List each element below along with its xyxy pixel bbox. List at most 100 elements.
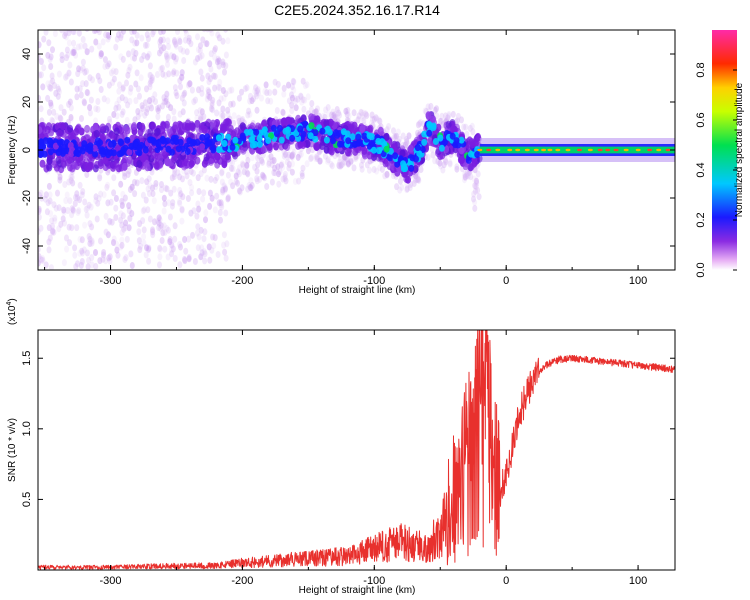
noise-cell (309, 154, 315, 162)
noise-cell (63, 197, 69, 205)
noise-cell (157, 261, 162, 269)
ridge-cell (375, 137, 382, 145)
noise-cell (157, 38, 163, 46)
noise-cell (175, 30, 180, 35)
noise-cell (297, 151, 303, 158)
band-cell (425, 111, 432, 120)
noise-cell (145, 35, 151, 43)
noise-cell (220, 186, 226, 194)
noise-cell (355, 116, 361, 124)
noise-cell (198, 253, 204, 261)
noise-cell (189, 189, 195, 197)
noise-cell (220, 111, 226, 119)
noise-cell (126, 224, 132, 232)
noise-cell (122, 224, 128, 232)
noise-cell (169, 250, 175, 258)
noise-cell (110, 79, 116, 86)
noise-cell (295, 95, 301, 103)
noise-cell (57, 176, 63, 184)
ridge-cell (300, 130, 307, 138)
noise-cell (159, 186, 164, 194)
noise-cell (87, 74, 93, 82)
colorbar-tick-label: 0.8 (695, 62, 707, 77)
noise-cell (53, 204, 59, 212)
noise-cell (180, 47, 186, 55)
noise-cell (38, 253, 42, 260)
noise-cell (151, 197, 157, 205)
noise-cell (221, 241, 227, 249)
noise-cell (58, 115, 64, 123)
noise-cell (86, 201, 92, 209)
noise-cell (136, 228, 142, 236)
noise-cell (476, 193, 482, 201)
noise-cell (168, 104, 174, 112)
noise-cell (129, 30, 135, 36)
noise-cell (122, 256, 128, 263)
noise-cell (129, 36, 135, 44)
noise-cell (116, 31, 121, 39)
noise-cell (178, 83, 183, 91)
noise-cell (125, 101, 131, 109)
noise-cell (160, 44, 166, 52)
noise-cell (163, 97, 169, 105)
noise-cell (470, 128, 476, 136)
noise-cell (384, 125, 390, 133)
noise-cell (209, 194, 215, 202)
noise-cell (239, 184, 245, 192)
noise-cell (289, 151, 295, 159)
noise-cell (271, 157, 277, 164)
ridge-cell (307, 132, 314, 140)
noise-cell (177, 199, 183, 207)
noise-cell (212, 176, 218, 184)
noise-cell (247, 183, 253, 191)
noise-cell (163, 71, 168, 79)
noise-cell (215, 83, 221, 91)
noise-cell (260, 171, 266, 179)
noise-cell (441, 161, 447, 169)
noise-cell (171, 185, 177, 193)
ridge-cell (297, 125, 304, 133)
noise-cell (276, 170, 281, 178)
noise-cell (79, 115, 84, 122)
noise-cell (179, 69, 185, 77)
noise-cell (252, 163, 258, 171)
noise-cell (175, 169, 181, 177)
noise-cell (85, 89, 91, 97)
noise-cell (68, 114, 74, 121)
noise-cell (295, 153, 301, 161)
x-tick-label: -300 (100, 575, 122, 587)
noise-cell (161, 207, 167, 215)
noise-cell (239, 88, 244, 96)
ridge-cell (173, 137, 180, 145)
noise-cell (275, 80, 281, 88)
noise-cell (61, 208, 67, 216)
noise-cell (266, 159, 272, 167)
ridge-cell (273, 130, 280, 138)
band-cell (308, 113, 315, 122)
x-tick-label: 0 (503, 575, 509, 587)
noise-cell (93, 197, 99, 205)
noise-cell (87, 220, 93, 228)
noise-cell (120, 85, 126, 93)
noise-cell (73, 194, 79, 201)
noise-cell (244, 161, 250, 169)
noise-cell (113, 43, 119, 51)
noise-cell (164, 185, 170, 193)
noise-cell (64, 54, 69, 62)
noise-cell (97, 257, 103, 265)
noise-cell (108, 198, 114, 206)
noise-cell (220, 105, 226, 113)
y-tick-label: 1.0 (21, 421, 33, 436)
band-cell (359, 124, 366, 133)
noise-cell (167, 23, 172, 30)
noise-cell (462, 171, 468, 178)
noise-cell (64, 245, 70, 253)
noise-cell (201, 166, 207, 174)
noise-cell (464, 170, 470, 178)
noise-cell (393, 133, 399, 141)
noise-cell (137, 246, 143, 254)
noise-cell (186, 235, 191, 243)
ridge-cell (312, 129, 319, 137)
noise-cell (153, 98, 158, 105)
band-cell (66, 156, 73, 164)
